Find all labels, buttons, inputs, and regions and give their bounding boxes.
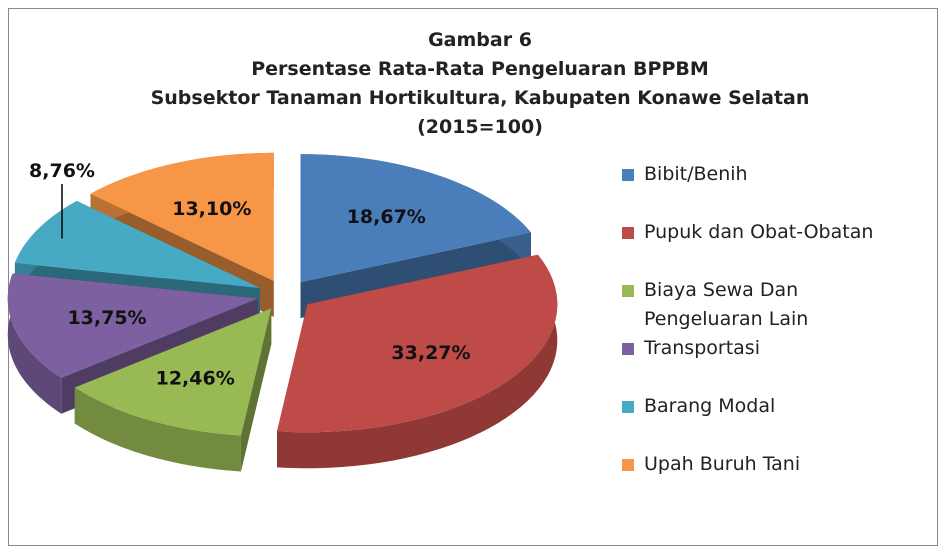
data-label: 18,67% [347,206,426,228]
chart-title: Gambar 6 [428,29,532,51]
legend-label: Upah Buruh Tani [644,453,801,475]
slice-rim [74,387,241,472]
slice [300,154,531,283]
legend-swatch [622,227,634,239]
legend-swatch [622,169,634,181]
legend-item: Pupuk dan Obat-Obatan [622,218,897,276]
legend-item: Biaya Sewa Dan Pengeluaran Lain [622,276,897,334]
slice-rim [7,273,62,414]
legend-label: Barang Modal [644,395,776,417]
legend: Bibit/Benih Pupuk dan Obat-Obatan Biaya Se… [622,160,897,508]
slice [7,273,258,378]
legend-label: Pupuk dan Obat-Obatan [644,221,874,243]
data-label: 13,10% [172,198,251,220]
legend-swatch [622,285,634,297]
legend-item: Upah Buruh Tani [622,450,897,508]
legend-label: Biaya Sewa Dan Pengeluaran Lain [644,279,809,330]
slice [74,308,272,436]
slice [277,254,558,433]
slice-wall [240,308,272,472]
legend-item: Barang Modal [622,392,897,450]
legend-swatch [622,343,634,355]
legend-item: Transportasi [622,334,897,392]
chart-title: Persentase Rata-Rata Pengeluaran BPPBM [251,58,709,80]
legend-label: Transportasi [644,337,760,359]
slice [14,200,261,288]
data-label: 12,46% [156,368,235,390]
data-label: 13,75% [67,307,146,329]
legend-swatch [622,459,634,471]
slice-group [277,254,558,469]
legend-label: Bibit/Benih [644,163,748,185]
data-label: 33,27% [391,342,470,364]
legend-item: Bibit/Benih [622,160,897,218]
slice-rim [277,254,558,469]
chart-frame [8,8,938,546]
data-label: 8,76% [29,160,95,182]
slice-group [74,308,272,472]
slice [90,152,274,281]
chart-title: Subsektor Tanaman Hortikultura, Kabupate… [151,87,810,109]
legend-swatch [622,401,634,413]
chart-title: (2015=100) [417,116,543,138]
